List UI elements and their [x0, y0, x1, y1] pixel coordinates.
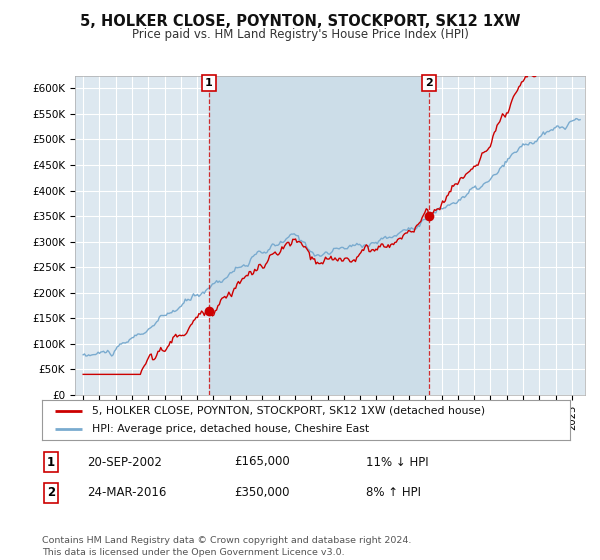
- Text: 5, HOLKER CLOSE, POYNTON, STOCKPORT, SK12 1XW (detached house): 5, HOLKER CLOSE, POYNTON, STOCKPORT, SK1…: [92, 406, 485, 416]
- Text: 2: 2: [47, 486, 55, 500]
- Text: 20-SEP-2002: 20-SEP-2002: [87, 455, 162, 469]
- Text: 8% ↑ HPI: 8% ↑ HPI: [366, 486, 421, 500]
- Text: Price paid vs. HM Land Registry's House Price Index (HPI): Price paid vs. HM Land Registry's House …: [131, 28, 469, 41]
- Text: 1: 1: [205, 78, 213, 88]
- Text: 24-MAR-2016: 24-MAR-2016: [87, 486, 166, 500]
- Text: Contains HM Land Registry data © Crown copyright and database right 2024.
This d: Contains HM Land Registry data © Crown c…: [42, 536, 412, 557]
- Text: 1: 1: [47, 455, 55, 469]
- Text: 11% ↓ HPI: 11% ↓ HPI: [366, 455, 428, 469]
- Text: £165,000: £165,000: [234, 455, 290, 469]
- Text: 2: 2: [425, 78, 433, 88]
- Text: HPI: Average price, detached house, Cheshire East: HPI: Average price, detached house, Ches…: [92, 424, 369, 434]
- Bar: [209, 76, 429, 395]
- Text: 5, HOLKER CLOSE, POYNTON, STOCKPORT, SK12 1XW: 5, HOLKER CLOSE, POYNTON, STOCKPORT, SK1…: [80, 14, 520, 29]
- Text: £350,000: £350,000: [234, 486, 290, 500]
